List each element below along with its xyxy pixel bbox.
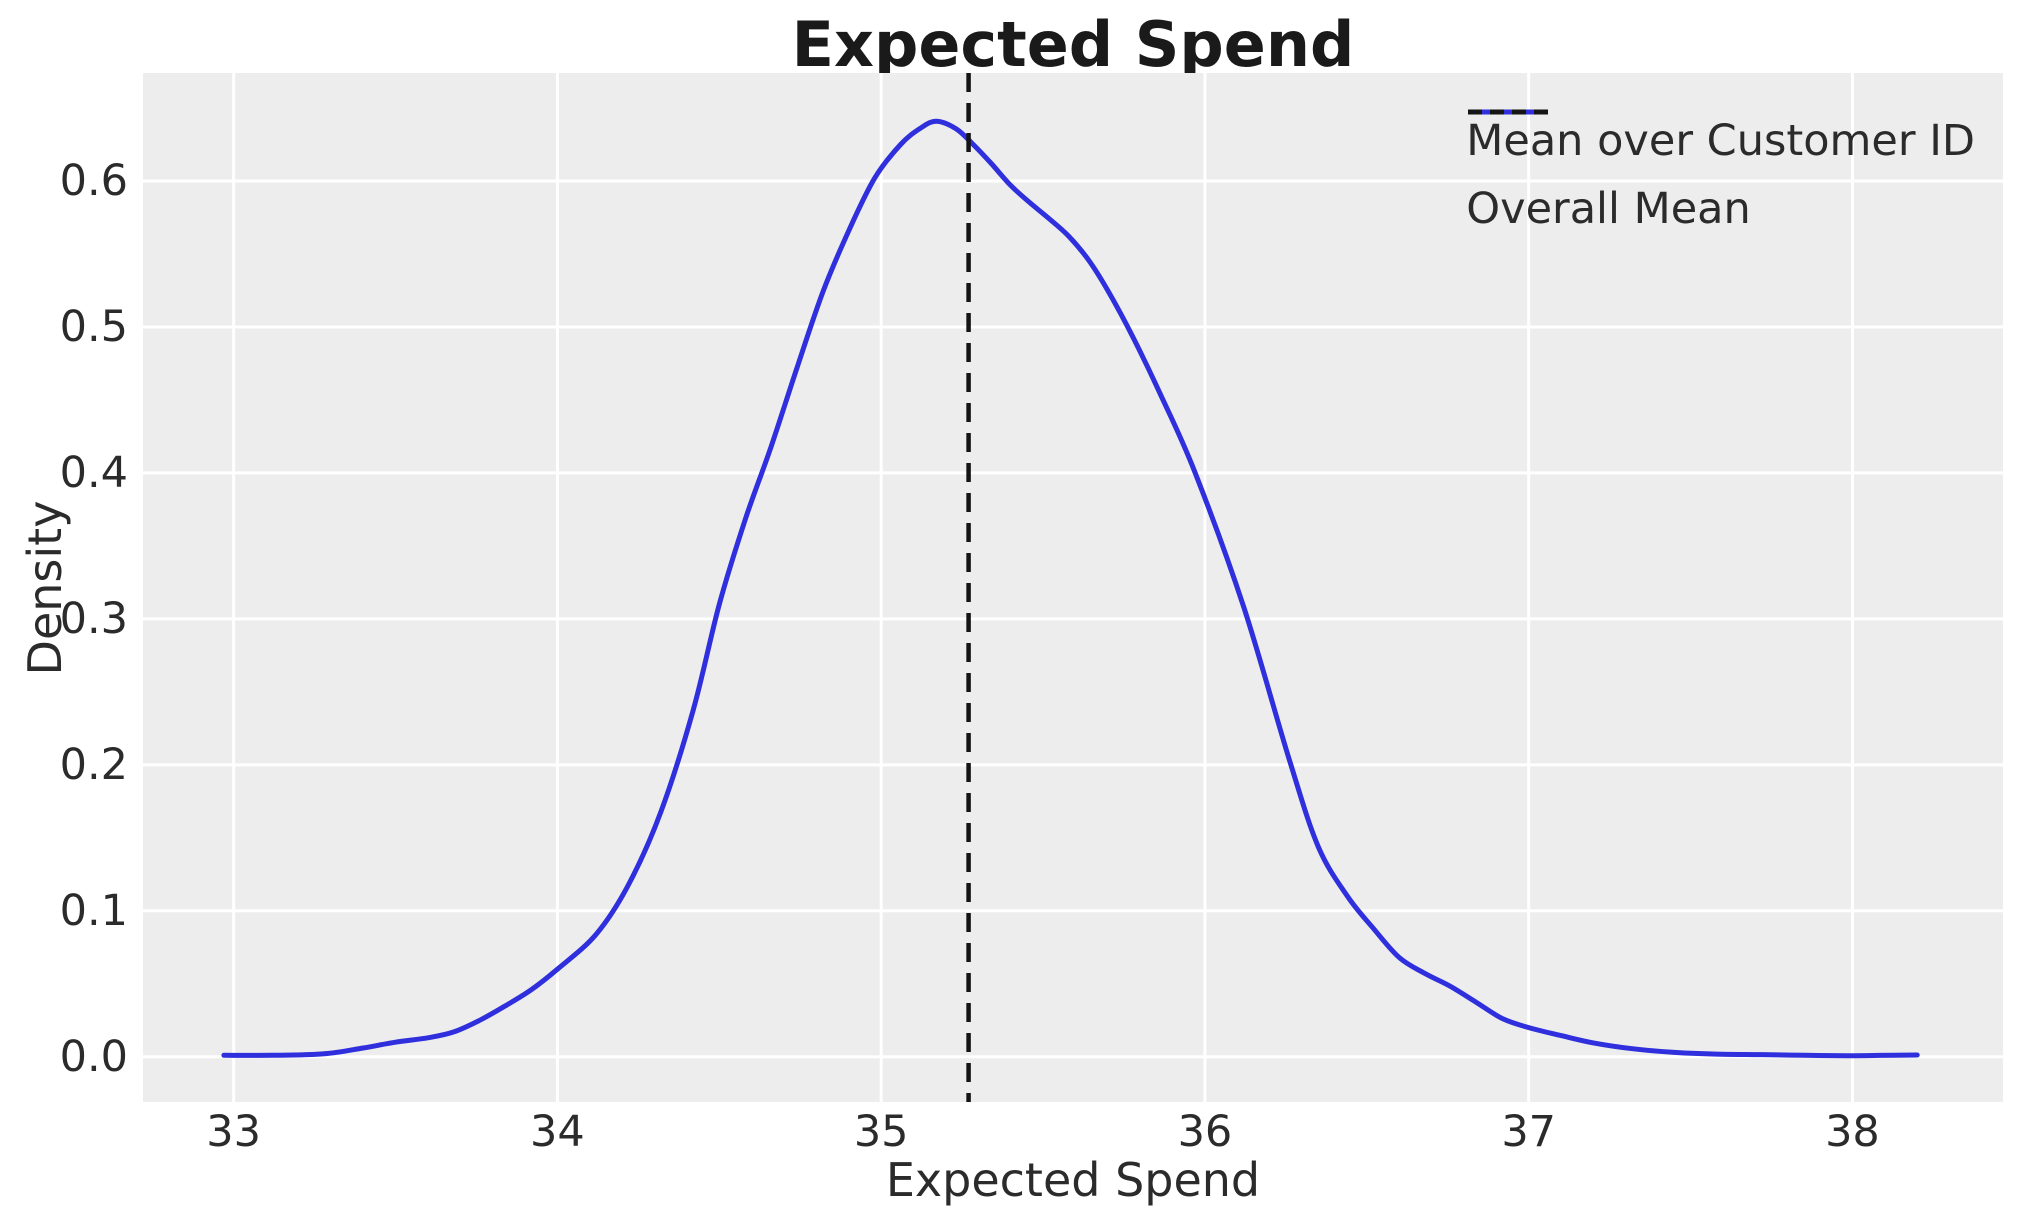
x-tick-label: 34: [530, 1107, 585, 1157]
legend-label: Overall Mean: [1466, 184, 1751, 234]
plot-area: Mean over Customer ID Overall Mean: [143, 73, 2003, 1102]
x-axis-label: Expected Spend: [885, 1153, 1261, 1207]
x-tick-label: 33: [206, 1107, 261, 1157]
x-tick-label: 35: [853, 1107, 909, 1157]
chart-title: Expected Spend: [791, 8, 1355, 81]
y-tick-label: 0.6: [59, 156, 128, 206]
density-curve: [221, 118, 1920, 1059]
y-tick-label: 0.2: [59, 739, 128, 790]
legend-label: Mean over Customer ID: [1466, 116, 1975, 166]
x-tick-label: 37: [1501, 1107, 1557, 1157]
y-tick-label: 0.1: [59, 885, 128, 936]
y-axis-label: Density: [18, 500, 72, 676]
y-tick-label: 0.4: [59, 447, 128, 498]
y-tick-label: 0.5: [59, 301, 128, 352]
x-tick-label: 38: [1825, 1107, 1880, 1157]
y-tick-label: 0.3: [59, 593, 128, 644]
legend-item-overall-mean: Overall Mean: [1466, 109, 1975, 243]
legend-dashed-line-icon: [1468, 109, 1549, 115]
y-tick-label: 0.0: [59, 1031, 128, 1082]
x-tick-label: 36: [1177, 1107, 1233, 1157]
legend: Mean over Customer ID Overall Mean: [1466, 107, 1975, 243]
density-plot-svg: [143, 73, 2003, 1102]
legend-item-mean-over-customer-id: Mean over Customer ID: [1466, 107, 1975, 175]
